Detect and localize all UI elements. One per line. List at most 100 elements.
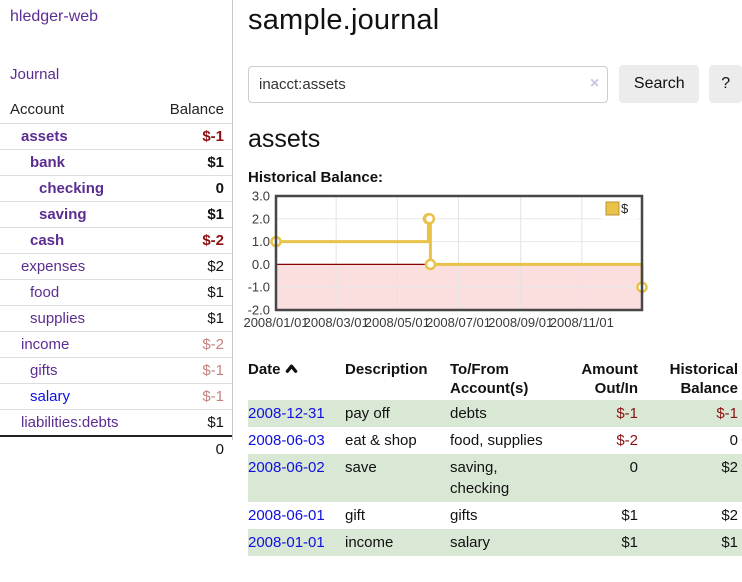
balance-header-line1: Historical (669, 361, 738, 378)
legend-swatch (605, 201, 620, 216)
clear-search-icon[interactable]: × (589, 74, 600, 92)
transaction-balance: $1 (642, 529, 742, 556)
account-balance: $1 (144, 279, 232, 306)
account-row: salary $-1 (0, 383, 232, 410)
account-link-checking[interactable]: checking (39, 180, 105, 197)
transaction-date-link[interactable]: 2008-01-01 (248, 534, 325, 551)
account-row: saving $1 (0, 201, 232, 228)
account-balance: $1 (144, 201, 232, 228)
transaction-accounts: salary (450, 529, 556, 556)
transaction-date-link[interactable]: 2008-06-03 (248, 432, 325, 449)
account-row: bank $1 (0, 149, 232, 176)
transaction-date-link[interactable]: 2008-06-01 (248, 507, 325, 524)
transaction-amount: 0 (556, 454, 642, 502)
x-tick-label: 2008/07/01 (426, 315, 491, 330)
tofrom-column-header: To/From Account(s) (450, 358, 556, 400)
account-balance: $-1 (144, 357, 232, 384)
search-button[interactable]: Search (619, 65, 700, 103)
y-tick-label: 1.0 (252, 234, 270, 249)
account-row: cash $-2 (0, 227, 232, 254)
account-link-saving[interactable]: saving (39, 206, 87, 223)
balance-chart: 3.0 2.0 1.0 0.0 -1.0 -2.02008/01/012008/03/01… (243, 189, 648, 330)
account-total-value: 0 (144, 435, 232, 462)
account-row: assets $-1 (0, 123, 232, 150)
main-content: sample.journal × Search ? assets Histori… (243, 0, 742, 556)
transaction-amount: $1 (556, 529, 642, 556)
account-heading: assets (248, 125, 321, 153)
account-link-income[interactable]: income (21, 336, 70, 353)
balance-column-header: Balance (169, 101, 224, 118)
balance-column-header-txn: Historical Balance (642, 358, 742, 400)
y-tick-label: 0.0 (252, 257, 270, 272)
account-balance: $1 (144, 409, 232, 436)
x-tick-label: 2008/01/01 (243, 315, 308, 330)
transaction-balance: 0 (729, 432, 738, 449)
transaction-accounts: debts (450, 400, 556, 427)
transaction-balance: $2 (721, 507, 738, 524)
transactions-header-row: Date Description To/From Account(s) Amou… (248, 358, 742, 400)
transaction-row: 2008-06-01 gift gifts $1 $2 (248, 502, 742, 529)
data-point-marker (424, 258, 437, 271)
tofrom-header-line1: To/From (450, 361, 509, 378)
account-balance: $-2 (144, 227, 232, 254)
balance-header-line2: Balance (680, 380, 738, 397)
transaction-date-link[interactable]: 2008-12-31 (248, 405, 325, 422)
account-row: checking 0 (0, 175, 232, 202)
search-input[interactable] (248, 65, 609, 103)
search-form: × Search ? (248, 65, 742, 103)
account-link-gifts[interactable]: gifts (30, 362, 58, 379)
transaction-accounts: gifts (450, 507, 478, 524)
legend-label: $ (621, 201, 629, 216)
account-row: income $-2 (0, 331, 232, 358)
date-column-header[interactable]: Date (248, 358, 345, 400)
chart-title: Historical Balance: (248, 169, 384, 186)
transactions-body: 2008-12-31 pay off debts $-1 $-1 2008-06-03 ea… (248, 400, 742, 556)
y-tick-label: 2.0 (252, 211, 270, 226)
account-row: expenses $2 (0, 253, 232, 280)
account-row: gifts $-1 (0, 357, 232, 384)
app-brand-link[interactable]: hledger-web (10, 8, 99, 25)
help-button[interactable]: ? (709, 65, 742, 103)
account-tree-header: Account Balance (0, 98, 232, 124)
transaction-description: income (345, 529, 450, 556)
transaction-balance: $-1 (642, 400, 742, 427)
account-balance: $2 (144, 253, 232, 280)
account-row: food $1 (0, 279, 232, 306)
data-point-marker (423, 213, 436, 225)
account-balance: $1 (144, 149, 232, 176)
sort-ascending-icon (285, 360, 298, 379)
account-link-supplies[interactable]: supplies (30, 310, 86, 327)
account-link-liabilities-debts[interactable]: liabilities:debts (21, 414, 119, 431)
account-balance: $-1 (144, 383, 232, 410)
transaction-row: 2008-06-02 save saving, checking 0 $2 (248, 454, 742, 502)
amount-header-line1: Amount (581, 361, 638, 378)
account-link-cash[interactable]: cash (30, 232, 65, 249)
account-tree: Account Balance assets $-1 bank $1 checking 0… (0, 98, 232, 462)
transaction-row: 2008-12-31 pay off debts $-1 $-1 (248, 400, 742, 427)
description-column-header: Description (345, 361, 428, 378)
tofrom-header-line2: Account(s) (450, 380, 529, 397)
account-link-assets[interactable]: assets (21, 128, 68, 145)
amount-header-line2: Out/In (594, 380, 638, 397)
account-balance: 0 (144, 175, 232, 202)
account-column-header: Account (10, 101, 65, 118)
account-link-salary[interactable]: salary (30, 388, 71, 405)
transaction-date-link[interactable]: 2008-06-02 (248, 459, 325, 476)
account-row: liabilities:debts $1 (0, 409, 232, 436)
account-balance: $-2 (144, 331, 232, 358)
transaction-amount: $-2 (616, 432, 638, 449)
account-link-expenses[interactable]: expenses (21, 258, 86, 275)
sidebar-item-journal[interactable]: Journal (10, 66, 60, 83)
account-total-row: 0 (0, 435, 232, 462)
transactions-table: Date Description To/From Account(s) Amou… (248, 358, 742, 556)
search-input-wrap: × (248, 65, 609, 103)
account-tree-body: assets $-1 bank $1 checking 0 saving $1 cash $-2 e… (0, 123, 232, 462)
transaction-balance: $2 (642, 454, 742, 502)
account-link-bank[interactable]: bank (30, 154, 66, 171)
account-row: supplies $1 (0, 305, 232, 332)
transaction-description: save (345, 454, 450, 502)
plot-border (274, 194, 644, 312)
transaction-row: 2008-06-03 eat & shop food, supplies $-2 0 (248, 427, 742, 454)
account-link-food[interactable]: food (30, 284, 60, 301)
amount-column-header: Amount Out/In (556, 358, 642, 400)
